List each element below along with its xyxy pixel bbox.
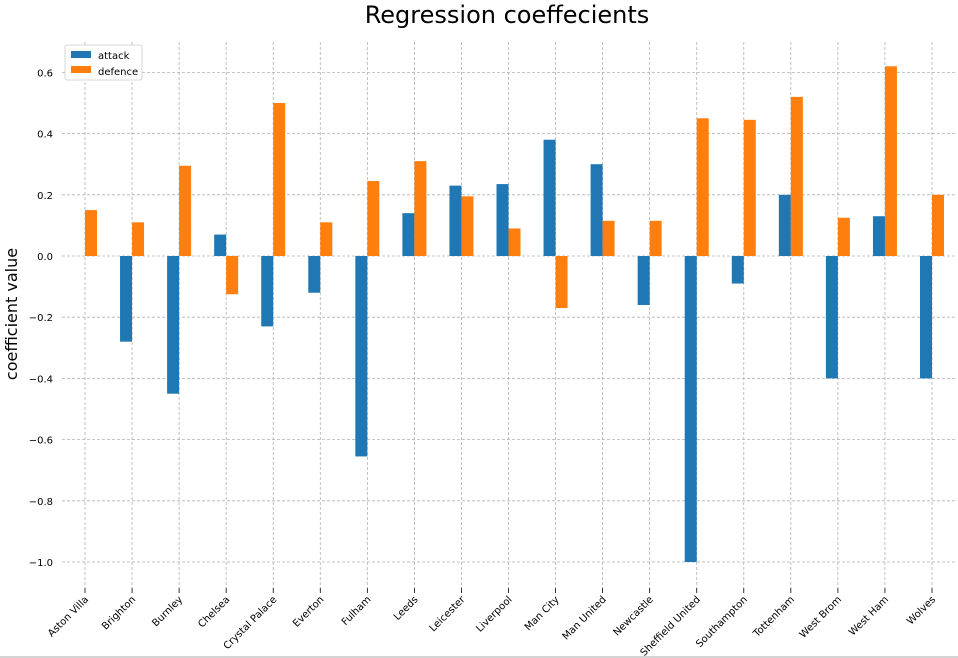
y-tick-labels: 0.6 0.4 0.2 0.0 −0.2 −0.4 −0.6 −0.8 −1.0 (29, 68, 53, 569)
x-tick-label: West Ham (847, 594, 891, 638)
x-tick-labels: Aston Villa Brighton Burnley ChelseaCrystal… (46, 588, 938, 658)
bar-defence-west-ham (884, 66, 897, 256)
y-tick-label: 0.0 (37, 252, 53, 263)
legend-label-defence: defence (98, 67, 138, 78)
bar-attack-crystal-palace (261, 256, 274, 327)
bar-attack-brighton (120, 256, 133, 342)
grid-lines (62, 42, 955, 588)
bar-attack-leicester (449, 185, 462, 256)
y-tick-label: −0.6 (29, 436, 53, 447)
bar-defence-brighton (132, 222, 145, 256)
x-tick-label: Brighton (100, 594, 138, 632)
bar-defence-man-city (555, 256, 568, 309)
y-tick-label: 0.4 (37, 130, 53, 141)
bar-attack-burnley (167, 256, 180, 394)
x-tick-label: Burnley (150, 594, 185, 629)
bar-attack-liverpool (496, 184, 509, 256)
y-axis-label: coefficient value (2, 248, 21, 380)
bar-defence-wolves (932, 194, 944, 256)
legend-swatch-defence (71, 66, 91, 73)
chart-title: Regression coeffecients (365, 1, 650, 29)
bar-attack-newcastle (637, 256, 650, 305)
x-tick-label: Tottenham (751, 594, 797, 640)
x-tick-label: Chelsea (196, 594, 232, 630)
bar-attack-tottenham (778, 194, 791, 256)
y-tick-label: −0.8 (29, 497, 53, 508)
x-tick-label: Man United (561, 594, 609, 642)
bar-defence-liverpool (508, 228, 521, 256)
bar-defence-leicester (461, 196, 474, 256)
bar-attack-fulham (355, 256, 368, 457)
bar-attack-man-united (590, 164, 603, 256)
bar-defence-chelsea (226, 256, 239, 295)
x-tick-label: Liverpool (474, 594, 514, 634)
y-tick-label: −1.0 (29, 558, 53, 569)
bar-defence-tottenham (790, 96, 803, 256)
bar-attack-west-brom (825, 256, 838, 379)
bar-attack-man-city (543, 139, 556, 256)
legend: attack defence (64, 44, 143, 81)
bar-defence-leeds (414, 161, 427, 256)
bar-defence-crystal-palace (273, 103, 286, 256)
x-tick-label: Newcastle (612, 594, 656, 638)
bar-attack-leeds (402, 213, 415, 256)
y-tick-label: 0.6 (37, 68, 53, 79)
y-tick-label: 0.2 (37, 191, 53, 202)
x-tick-label: Fulham (340, 594, 374, 628)
bars (85, 66, 944, 562)
bar-attack-west-ham (872, 216, 885, 256)
y-tick-label: −0.4 (29, 374, 53, 385)
bar-attack-chelsea (214, 234, 227, 256)
bar-defence-burnley (179, 165, 192, 256)
x-tick-label: Leeds (392, 594, 420, 622)
bar-defence-west-brom (837, 217, 850, 256)
x-tick-label: West Brom (798, 594, 844, 640)
legend-swatch-attack (71, 51, 91, 58)
bar-defence-southampton (743, 119, 756, 256)
bar-defence-man-united (602, 220, 615, 256)
bar-defence-everton (320, 222, 333, 256)
bar-defence-fulham (367, 181, 380, 256)
bar-defence-newcastle (649, 220, 662, 256)
x-tick-label: Leicester (428, 594, 468, 634)
bar-attack-southampton (731, 256, 744, 284)
x-tick-label: Southampton (694, 594, 750, 650)
legend-label-attack: attack (98, 51, 130, 62)
y-tick-label: −0.2 (29, 313, 53, 324)
bar-attack-everton (308, 256, 321, 293)
x-tick-label: Everton (291, 594, 326, 629)
x-tick-label: Aston Villa (46, 594, 91, 639)
bar-attack-sheffield-united (684, 256, 697, 562)
x-tick-label: Wolves (905, 594, 938, 627)
bar-attack-wolves (920, 256, 932, 379)
bar-defence-sheffield-united (696, 118, 709, 256)
x-tick-label: Man City (523, 594, 562, 633)
bar-defence-aston-villa (85, 210, 97, 256)
